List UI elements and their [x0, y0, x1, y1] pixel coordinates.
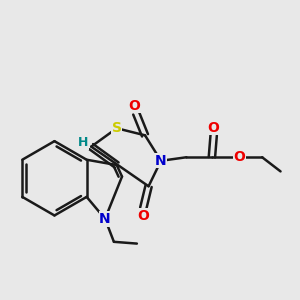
Text: N: N — [99, 212, 111, 226]
Text: O: O — [128, 99, 140, 112]
Text: N: N — [155, 154, 167, 168]
Text: O: O — [208, 121, 220, 134]
Text: S: S — [112, 121, 122, 135]
Text: O: O — [234, 150, 245, 164]
Text: O: O — [137, 209, 149, 223]
Text: H: H — [78, 136, 88, 149]
